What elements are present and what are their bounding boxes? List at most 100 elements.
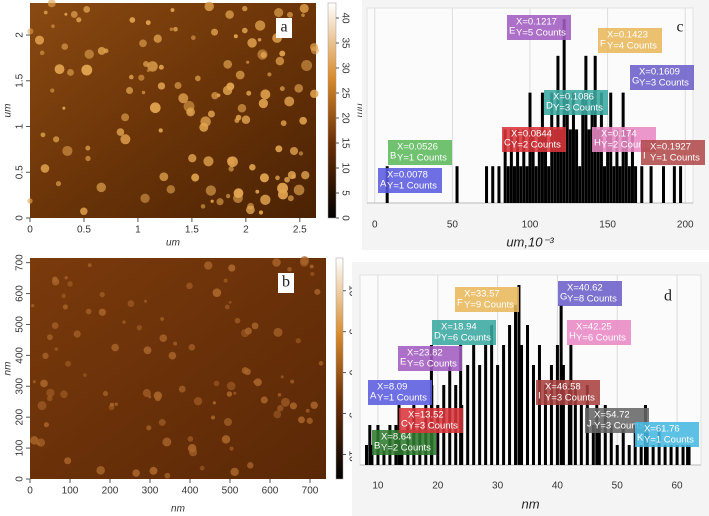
annotation-letter: C bbox=[504, 138, 511, 149]
particle bbox=[224, 304, 230, 310]
y-tick-label: 400 bbox=[15, 347, 26, 364]
annotation-text: Y=2 Counts bbox=[381, 443, 431, 454]
x-tick-label: 200 bbox=[677, 220, 694, 231]
particle bbox=[186, 282, 193, 290]
bar bbox=[544, 129, 548, 203]
annotation-text: Y=1 Counts bbox=[397, 153, 447, 164]
annotation-text: X=0.0526 bbox=[397, 142, 438, 153]
annotation-text: X=0.1423 bbox=[607, 30, 648, 41]
particle bbox=[293, 184, 305, 196]
x-tick-label: 50 bbox=[447, 220, 459, 231]
colorbar-tick-label: -5 bbox=[346, 409, 357, 418]
bar bbox=[512, 166, 516, 203]
particle bbox=[212, 288, 222, 297]
annotation-text: X=18.94 bbox=[441, 322, 477, 333]
annotation: KX=61.76Y=1 Counts bbox=[635, 422, 699, 447]
particle bbox=[295, 338, 301, 344]
bar bbox=[526, 325, 530, 465]
bar bbox=[522, 129, 526, 203]
particle bbox=[55, 181, 62, 187]
bar bbox=[687, 445, 691, 465]
particle bbox=[301, 59, 313, 71]
annotation-box bbox=[635, 422, 699, 447]
particle bbox=[178, 385, 186, 393]
particle bbox=[120, 134, 131, 145]
annotation-text: X=61.76 bbox=[644, 424, 680, 435]
particle bbox=[234, 118, 240, 123]
y-tick-label: 1 bbox=[15, 123, 26, 129]
particle bbox=[193, 396, 203, 406]
colorbar-tick-label: 0 bbox=[346, 370, 357, 376]
x-tick-label: 0.5 bbox=[77, 225, 91, 236]
bar bbox=[612, 166, 616, 203]
bar bbox=[606, 129, 610, 203]
particle bbox=[146, 69, 150, 73]
particle bbox=[273, 327, 283, 337]
particle bbox=[40, 379, 48, 388]
particle bbox=[127, 300, 135, 308]
particle bbox=[46, 388, 55, 397]
bar bbox=[370, 445, 374, 465]
annotation-text: Y=4 Counts bbox=[607, 41, 657, 52]
bar bbox=[581, 92, 585, 203]
particle bbox=[85, 145, 91, 151]
particle bbox=[287, 11, 293, 18]
bar bbox=[503, 129, 507, 203]
bar bbox=[649, 166, 653, 203]
bar bbox=[639, 445, 643, 465]
bar bbox=[596, 129, 600, 203]
bar bbox=[568, 129, 572, 203]
bar bbox=[525, 166, 529, 203]
x-axis-label: nm bbox=[521, 496, 539, 511]
annotation-box bbox=[368, 380, 432, 405]
bar bbox=[591, 425, 595, 465]
x-tick-label: 0 bbox=[27, 486, 33, 497]
annotation-letter: C bbox=[401, 419, 408, 430]
annotation: FX=33.57Y=9 Counts bbox=[455, 287, 519, 312]
particle bbox=[121, 113, 130, 122]
particle bbox=[287, 170, 296, 180]
bar bbox=[662, 166, 666, 203]
particle bbox=[260, 194, 271, 205]
annotation-box bbox=[455, 287, 519, 312]
particle bbox=[73, 330, 81, 338]
particle bbox=[76, 17, 82, 23]
bar bbox=[509, 129, 513, 203]
annotation-box bbox=[558, 281, 622, 306]
bar bbox=[485, 166, 489, 203]
colorbar-tick-label: 20 bbox=[339, 112, 350, 124]
annotation-text: Y=2 Counts bbox=[511, 140, 561, 151]
x-tick-label: 0 bbox=[372, 220, 378, 231]
x-tick-label: 50 bbox=[612, 481, 624, 492]
particle bbox=[84, 49, 94, 59]
particle bbox=[287, 195, 294, 202]
particle bbox=[139, 39, 147, 48]
particle bbox=[226, 381, 236, 391]
bar bbox=[675, 445, 679, 465]
particle bbox=[81, 64, 93, 76]
x-tick-label: 60 bbox=[672, 481, 684, 492]
x-tick-label: 600 bbox=[262, 486, 279, 497]
annotation-text: Y=9 Counts bbox=[464, 300, 514, 311]
particle bbox=[146, 425, 152, 431]
particle bbox=[279, 86, 285, 92]
particle bbox=[187, 443, 197, 453]
bar bbox=[663, 445, 667, 465]
annotation-text: Y=1 Counts bbox=[387, 181, 437, 192]
bar bbox=[651, 445, 655, 465]
x-tick-label: 150 bbox=[599, 220, 616, 231]
particle bbox=[85, 308, 92, 315]
bar bbox=[455, 166, 459, 203]
bar bbox=[466, 365, 470, 465]
colorbar-tick-label: 15 bbox=[339, 137, 350, 149]
x-tick-label: 10 bbox=[372, 481, 384, 492]
particle bbox=[223, 60, 233, 69]
particle bbox=[188, 154, 197, 163]
annotation: GX=40.62Y=8 Counts bbox=[558, 281, 622, 306]
afm-image bbox=[30, 258, 326, 479]
particle bbox=[203, 156, 214, 167]
particle bbox=[211, 415, 216, 420]
particle bbox=[246, 60, 250, 64]
